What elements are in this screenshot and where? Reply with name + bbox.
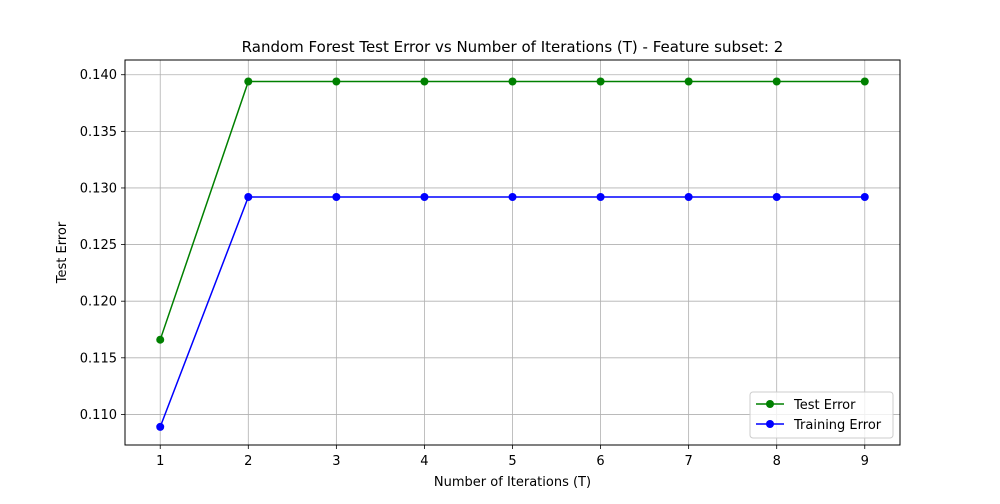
x-axis-ticks: 1 2 3 4 5 6 7 8 9 [156,445,869,469]
y-tick-label: 0.125 [80,238,117,253]
y-tick-label: 0.130 [80,181,117,196]
data-point-training-error [596,193,605,202]
series-layer [156,77,869,431]
x-tick-label: 6 [596,454,604,469]
data-point-test-error [420,77,429,86]
data-point-test-error [860,77,869,86]
y-tick-label: 0.110 [80,408,117,423]
legend-box [749,391,894,439]
y-tick-label: 0.115 [80,351,117,366]
y-axis-label: Test Error [55,221,70,284]
data-point-training-error [420,193,429,202]
legend-test-error-marker [766,400,774,408]
legend: Test Error Training Error [749,391,894,439]
data-point-training-error [772,193,781,202]
data-point-training-error [156,422,165,431]
data-point-test-error [596,77,605,86]
legend-training-error-label: Training Error [793,418,882,433]
y-tick-label: 0.120 [80,295,117,310]
legend-training-error-marker [766,420,774,428]
x-tick-label: 8 [773,454,781,469]
data-point-test-error [772,77,781,86]
data-point-test-error [684,77,693,86]
data-point-test-error [156,335,165,344]
x-tick-label: 1 [156,454,164,469]
y-tick-label: 0.140 [80,68,117,83]
data-point-training-error [332,193,341,202]
x-axis-label: Number of Iterations (T) [434,475,591,490]
y-axis-ticks: 0.110 0.115 0.120 0.125 0.130 0.135 0.140 [80,68,125,423]
x-tick-label: 5 [508,454,516,469]
data-point-training-error [860,193,869,202]
y-tick-label: 0.135 [80,125,117,140]
legend-test-error-label: Test Error [793,398,856,413]
data-point-training-error [244,193,253,202]
x-tick-label: 9 [861,454,869,469]
data-point-test-error [244,77,253,86]
x-tick-label: 4 [420,454,428,469]
x-tick-label: 2 [244,454,252,469]
data-point-training-error [508,193,517,202]
x-tick-label: 7 [684,454,692,469]
x-tick-label: 3 [332,454,340,469]
data-point-test-error [332,77,341,86]
data-point-test-error [508,77,517,86]
data-point-training-error [684,193,693,202]
chart-title: Random Forest Test Error vs Number of It… [242,38,784,56]
